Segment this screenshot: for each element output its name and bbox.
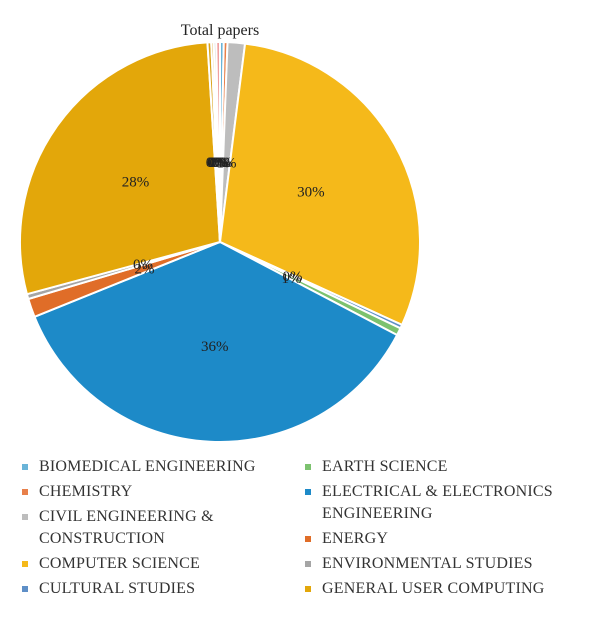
pie-slice-label-7: 2%	[134, 261, 154, 277]
legend-swatch	[22, 561, 28, 567]
legend-item-left-4: CULTURAL STUDIES	[22, 578, 297, 600]
legend-swatch	[305, 489, 311, 495]
legend-swatch	[305, 536, 311, 542]
legend-label: ENVIRONMENTAL STUDIES	[322, 555, 533, 572]
legend-label: ELECTRICAL & ELECTRONICS ENGINEERING	[322, 483, 553, 522]
legend-label: CULTURAL STUDIES	[39, 580, 196, 597]
pie-slice-label-1: 0%	[212, 155, 232, 171]
legend-label: CHEMISTRY	[39, 483, 133, 500]
pie-slice-label-8: 0%	[133, 257, 153, 273]
legend-item-left-1: CHEMISTRY	[22, 481, 297, 503]
pie-slice-label-11: 0%	[207, 155, 227, 171]
pie-slice-label-2: 1%	[217, 155, 237, 171]
pie-slice-label-10: 0%	[206, 155, 226, 171]
legend-column-right: EARTH SCIENCE ELECTRICAL & ELECTRONICS EN…	[305, 456, 595, 603]
pie-slice-label-9: 28%	[122, 174, 150, 190]
pie-slices	[19, 40, 421, 443]
legend-label: GENERAL USER COMPUTING	[322, 580, 545, 597]
legend-swatch	[22, 464, 28, 470]
legend-item-right-0: EARTH SCIENCE	[305, 456, 595, 478]
pie-slice-3	[218, 42, 421, 327]
chart-title: Total papers	[181, 22, 259, 39]
legend-item-right-1: ELECTRICAL & ELECTRONICS ENGINEERING	[305, 481, 595, 525]
legend-label: EARTH SCIENCE	[322, 458, 448, 475]
pie-slice-label-3: 30%	[297, 184, 325, 200]
legend-item-left-2: CIVIL ENGINEERING & CONSTRUCTION	[22, 506, 297, 550]
legend-label: CIVIL ENGINEERING & CONSTRUCTION	[39, 508, 214, 547]
pie-slice-13	[215, 40, 221, 243]
legend-swatch	[22, 489, 28, 495]
pie-chart: Total papers 0%0%1%30%0%1%36%2%0%28%0%0%…	[19, 22, 421, 443]
legend-item-right-4: GENERAL USER COMPUTING	[305, 578, 595, 600]
legend-column-left: BIOMEDICAL ENGINEERING CHEMISTRY CIVIL ENG…	[22, 456, 297, 603]
pie-slice-label-13: 0%	[209, 155, 229, 171]
pie-slice-label-5: 1%	[282, 271, 302, 287]
pie-slice-6	[33, 240, 399, 443]
pie-slice-label-4: 0%	[282, 269, 302, 285]
legend-item-left-3: COMPUTER SCIENCE	[22, 553, 297, 575]
legend-label: COMPUTER SCIENCE	[39, 555, 200, 572]
legend-label: ENERGY	[322, 530, 389, 547]
legend-swatch	[305, 586, 311, 592]
pie-labels: 0%0%1%30%0%1%36%2%0%28%0%0%0%0%	[122, 155, 325, 355]
legend-swatch	[22, 586, 28, 592]
pie-slice-label-6: 36%	[201, 339, 229, 355]
pie-slice-9	[19, 41, 222, 296]
legend-swatch	[305, 464, 311, 470]
pie-slice-label-0: 0%	[211, 155, 231, 171]
pie-slice-label-12: 0%	[208, 155, 228, 171]
legend-swatch	[22, 514, 28, 520]
legend-label: BIOMEDICAL ENGINEERING	[39, 458, 256, 475]
legend-item-right-2: ENERGY	[305, 528, 595, 550]
legend-item-left-0: BIOMEDICAL ENGINEERING	[22, 456, 297, 478]
legend-item-right-3: ENVIRONMENTAL STUDIES	[305, 553, 595, 575]
legend-swatch	[305, 561, 311, 567]
